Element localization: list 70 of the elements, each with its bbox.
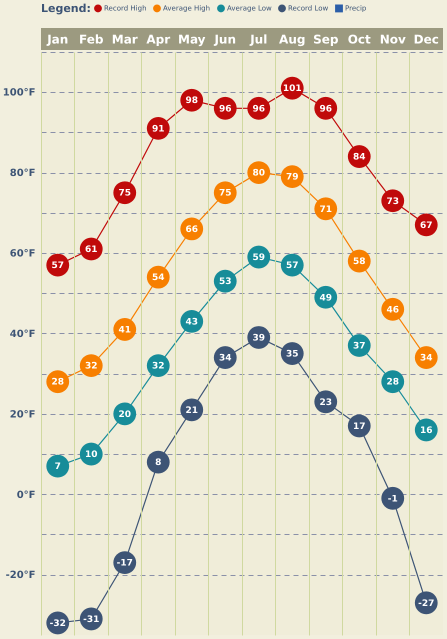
data-label: -27: [418, 598, 434, 609]
y-tick-label: 0°F: [16, 490, 36, 501]
legend-title: Legend:: [41, 2, 91, 15]
x-tick-label: Jul: [249, 32, 268, 46]
data-label: -17: [116, 558, 133, 569]
data-label: 32: [84, 362, 98, 372]
data-label: 101: [282, 84, 302, 94]
data-label: -32: [50, 618, 66, 629]
y-tick-label: 60°F: [10, 248, 36, 260]
data-label: 67: [420, 220, 433, 231]
data-label: 16: [420, 426, 433, 436]
data-label: 96: [218, 104, 232, 114]
data-label: 54: [152, 273, 165, 284]
x-tick-label: Oct: [348, 32, 372, 46]
data-label: 41: [118, 325, 132, 336]
data-label: 79: [286, 172, 299, 183]
y-tick-label: 100°F: [2, 88, 36, 99]
y-tick-label: 80°F: [10, 168, 36, 180]
data-label: 35: [286, 350, 299, 360]
data-label: 96: [319, 104, 332, 114]
data-label: 80: [252, 168, 266, 179]
data-label: 96: [252, 104, 266, 114]
data-label: 84: [352, 152, 366, 163]
data-label: 58: [352, 257, 366, 268]
x-tick-label: Sep: [313, 32, 339, 46]
data-label: 28: [386, 378, 400, 388]
data-label: 34: [218, 354, 232, 364]
data-label: 28: [51, 378, 64, 388]
data-label: 17: [352, 422, 366, 432]
data-label: 91: [152, 124, 165, 134]
x-tick-label: Aug: [279, 32, 306, 46]
data-label: 75: [118, 188, 132, 199]
data-label: 71: [319, 204, 332, 215]
data-label: 66: [185, 224, 198, 235]
x-tick-label: Feb: [79, 32, 104, 46]
data-label: 21: [185, 406, 198, 416]
data-label: -31: [83, 614, 100, 625]
x-tick-label: Apr: [146, 32, 170, 46]
x-tick-label: Nov: [380, 32, 406, 46]
point: [146, 450, 170, 474]
data-label: 57: [51, 261, 64, 272]
data-label: 73: [386, 196, 400, 207]
data-label: -1: [388, 494, 398, 504]
data-label: 32: [152, 362, 165, 372]
y-tick-label: 40°F: [10, 328, 36, 340]
y-tick-label: 20°F: [10, 409, 36, 420]
data-label: 49: [319, 293, 332, 304]
x-tick-label: Dec: [414, 32, 439, 46]
data-label: 37: [352, 342, 366, 352]
data-label: 57: [286, 261, 299, 272]
data-label: 59: [252, 253, 266, 264]
data-label: 98: [185, 96, 198, 106]
data-label: 61: [84, 245, 98, 256]
data-label: 75: [218, 188, 232, 199]
point: [46, 454, 70, 478]
x-tick-label: Jun: [213, 32, 236, 46]
data-label: 10: [84, 450, 98, 460]
data-label: 23: [319, 398, 332, 408]
data-label: 20: [118, 410, 132, 420]
y-tick-label: -20°F: [6, 570, 36, 582]
x-tick-label: Mar: [112, 32, 138, 46]
data-label: 39: [252, 333, 266, 344]
x-tick-label: Jan: [46, 32, 68, 46]
data-label: 46: [386, 305, 400, 316]
data-label: 53: [218, 277, 232, 288]
x-tick-label: May: [178, 32, 206, 46]
data-label: 43: [185, 317, 198, 328]
data-label: 7: [54, 462, 61, 472]
data-label: 8: [155, 458, 162, 468]
data-label: 34: [420, 354, 433, 364]
